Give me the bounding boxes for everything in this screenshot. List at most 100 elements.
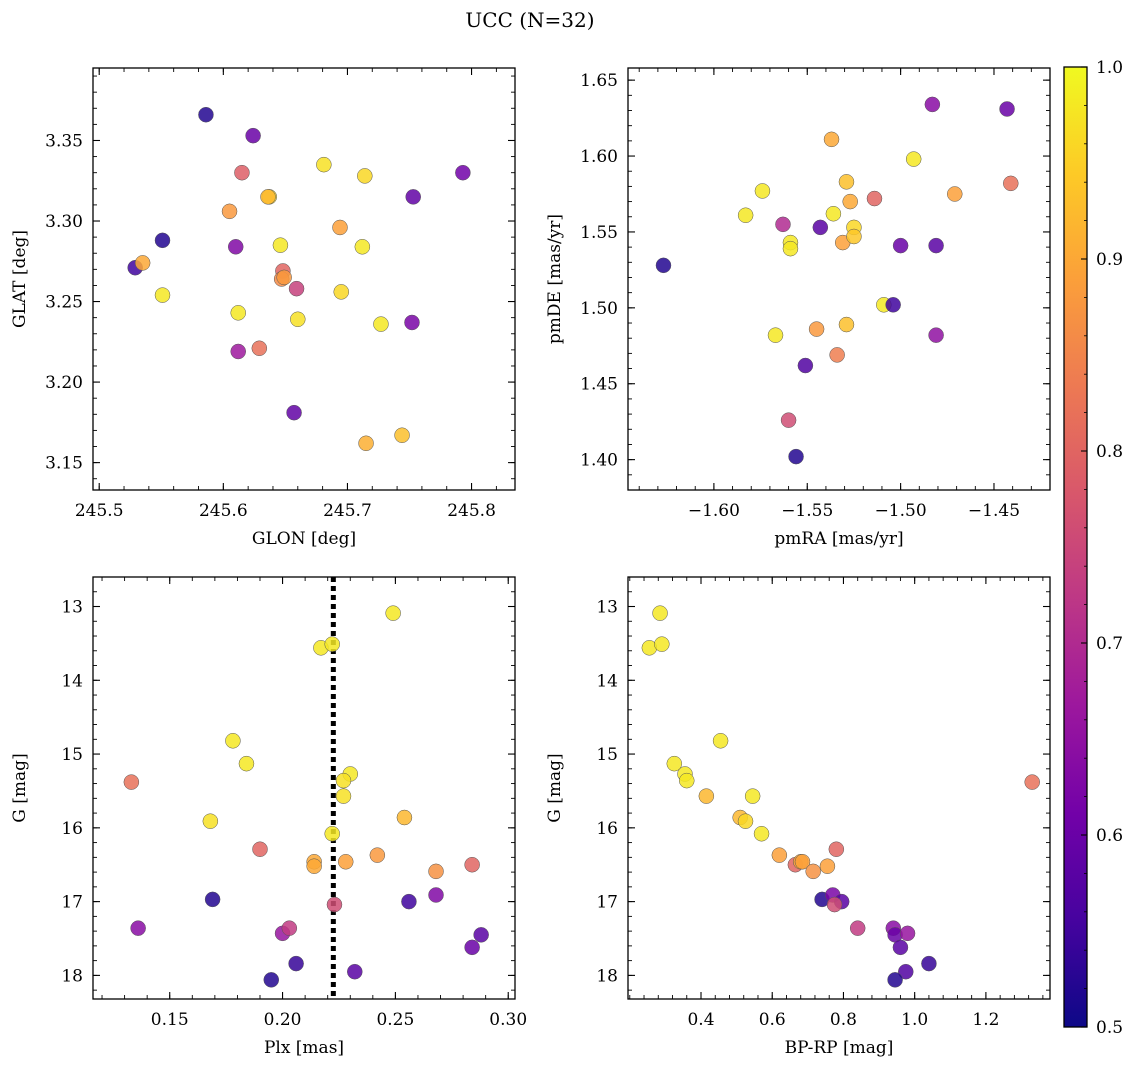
data-point [225, 733, 241, 749]
data-point [316, 156, 332, 173]
data-point [826, 896, 843, 913]
y-tick-label: 3.20 [45, 373, 83, 393]
data-point [737, 207, 754, 223]
x-axis-label: Plx [mas] [264, 1038, 344, 1058]
colorbar-tick-label: 0.6 [1096, 826, 1123, 846]
y-tick-label: 3.35 [45, 131, 83, 151]
data-point [204, 891, 221, 908]
data-point [394, 427, 410, 443]
data-point [812, 219, 829, 236]
y-tick-label: 1.60 [580, 147, 618, 167]
data-point [354, 239, 371, 255]
data-point [829, 347, 845, 363]
data-point [666, 755, 683, 772]
x-tick-label: 0.4 [687, 1010, 714, 1030]
data-point [808, 321, 825, 337]
data-point [892, 939, 909, 956]
x-tick-label: 245.7 [323, 501, 372, 521]
data-point [753, 825, 770, 842]
y-tick-label: 16 [596, 819, 618, 839]
data-point [337, 854, 354, 870]
data-point [333, 284, 349, 300]
data-point [794, 854, 811, 870]
colorbar-tick-label: 0.7 [1096, 634, 1123, 654]
data-point [775, 216, 791, 233]
data-point [899, 925, 916, 942]
data-point [221, 203, 238, 220]
y-tick-label: 3.25 [45, 293, 83, 313]
plot-frame [627, 67, 1051, 491]
x-tick-label: 0.25 [376, 1010, 414, 1030]
colorbar-tick-label: 0.9 [1096, 250, 1123, 270]
data-point [464, 856, 480, 873]
y-tick-label: 14 [61, 671, 83, 691]
data-point [846, 228, 862, 245]
x-tick-label: 0.20 [264, 1010, 302, 1030]
x-tick-label: −1.55 [781, 501, 833, 521]
data-point [123, 774, 140, 790]
y-tick-label: 18 [61, 966, 83, 986]
y-axis-label: G [mag] [10, 753, 30, 822]
data-point [335, 772, 352, 789]
y-tick-label: 13 [61, 598, 83, 618]
data-point [306, 858, 322, 874]
data-point [260, 189, 276, 205]
data-point [252, 841, 268, 857]
data-point [324, 636, 340, 652]
y-tick-label: 1.45 [580, 375, 618, 395]
x-axis-label: BP-RP [mag] [785, 1038, 894, 1058]
data-point [154, 287, 171, 303]
colorbar: 0.5 0.6 0.7 0.8 0.9 1.0 [1063, 58, 1123, 1038]
data-point [230, 343, 246, 360]
x-tick-label: 245.6 [199, 501, 248, 521]
y-tick-label: 16 [61, 819, 83, 839]
data-point [1024, 774, 1040, 790]
y-tick-label: 17 [61, 893, 83, 913]
data-point [332, 219, 348, 236]
data-point [396, 809, 413, 826]
data-point [921, 955, 937, 972]
data-point [898, 963, 914, 980]
data-point [947, 186, 963, 202]
data-point [842, 193, 858, 210]
x-tick-label: −1.50 [875, 501, 927, 521]
scatter-panel-1: 245.5 245.6 245.7 245.8 3.15 3.20 3.25 3.30 3.35… [10, 67, 516, 549]
data-point [838, 316, 855, 333]
data-point [654, 636, 670, 652]
data-point [227, 239, 244, 255]
data-point [828, 841, 845, 857]
colorbar-tick-label: 1.0 [1096, 58, 1123, 78]
data-point [238, 755, 255, 772]
figure-title: UCC (N=32) [465, 8, 594, 32]
data-point [373, 316, 389, 332]
data-point [767, 327, 784, 343]
scatter-panel-4: 0.4 0.6 0.8 1.0 1.2 13 14 15 16 17 18 BP-RP [mag] G … [545, 576, 1051, 1058]
data-point [428, 863, 444, 880]
data-point [782, 240, 799, 257]
data-point [154, 232, 171, 249]
y-tick-label: 3.15 [45, 454, 83, 474]
data-point [288, 280, 305, 297]
data-point [712, 733, 729, 749]
data-point [823, 131, 840, 148]
data-point [134, 255, 151, 271]
y-tick-label: 17 [596, 893, 618, 913]
data-point [385, 605, 401, 621]
y-axis-label: G [mag] [545, 753, 565, 822]
data-point [679, 772, 695, 789]
data-point [905, 151, 922, 167]
data-point [885, 297, 901, 313]
plot-frame [92, 576, 516, 1000]
scatter-panel-2: −1.60 −1.55 −1.50 −1.45 1.40 1.45 1.50 1.55 1.60… [545, 67, 1051, 549]
y-tick-label: 15 [596, 745, 618, 765]
y-axis-label: pmDE [mas/yr] [545, 214, 565, 344]
data-point [290, 311, 306, 328]
y-tick-label: 1.40 [580, 451, 618, 471]
y-axis-label: GLAT [deg] [10, 230, 30, 328]
data-point [130, 920, 146, 936]
y-tick-label: 3.30 [45, 212, 83, 232]
data-point [737, 813, 754, 829]
data-point [288, 955, 304, 972]
data-point [230, 305, 246, 321]
